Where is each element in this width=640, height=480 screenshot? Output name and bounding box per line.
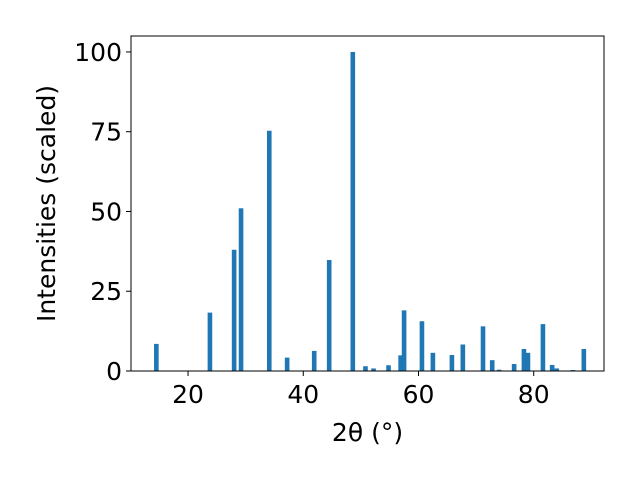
y-tick-label: 100 [74, 38, 122, 67]
bar [489, 360, 495, 371]
x-ticks-group: 20 40 60 80 [172, 371, 550, 409]
y-tick-label: 75 [90, 118, 122, 147]
bar [430, 352, 436, 371]
bar [449, 355, 455, 371]
bar [284, 357, 290, 371]
x-tick-label: 60 [403, 380, 435, 409]
bar [554, 368, 560, 371]
bar [460, 344, 466, 371]
bar [266, 130, 272, 371]
bar [419, 321, 425, 371]
x-tick-label: 20 [172, 380, 204, 409]
axes-frame [130, 35, 605, 372]
bar [525, 352, 531, 371]
y-ticks-group: 0 25 50 75 100 [74, 38, 131, 386]
bars-group [154, 51, 587, 371]
bar [207, 312, 213, 371]
y-tick-label: 25 [90, 277, 122, 306]
bar [540, 324, 546, 371]
bar [480, 326, 486, 371]
bar [521, 348, 527, 371]
bar [549, 364, 555, 371]
bar [154, 343, 159, 371]
bar [401, 310, 407, 371]
bar [231, 249, 237, 371]
x-axis-label: 2θ (°) [332, 418, 403, 447]
bar [496, 369, 502, 371]
bar [350, 51, 356, 371]
x-tick-label: 80 [518, 380, 550, 409]
bar [386, 365, 391, 371]
bar [326, 259, 332, 371]
bar [311, 350, 317, 371]
bar [511, 363, 517, 371]
bar [398, 355, 403, 371]
bar [363, 366, 368, 371]
bar [238, 208, 244, 371]
y-axis-label: Intensities (scaled) [32, 85, 61, 322]
y-tick-label: 50 [90, 197, 122, 226]
bar [581, 348, 587, 371]
bar [371, 368, 376, 371]
y-tick-label: 0 [106, 357, 122, 386]
x-tick-label: 40 [287, 380, 319, 409]
